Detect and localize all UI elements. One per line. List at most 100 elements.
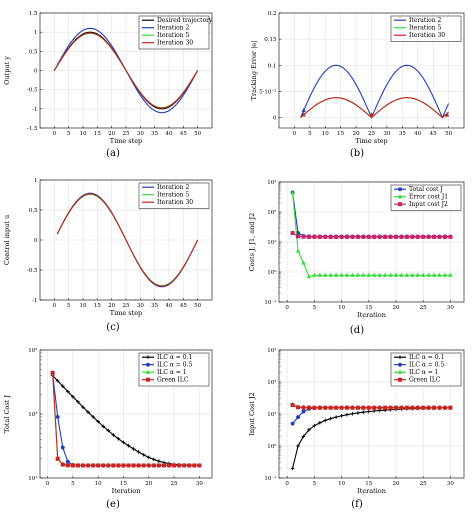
- series-group: [56, 192, 199, 288]
- x-tick-label: 50: [445, 131, 452, 137]
- data-point: [361, 234, 366, 239]
- x-tick-label: 25: [123, 303, 130, 309]
- y-axis-label: Costs J, J1, and J2: [248, 213, 256, 272]
- series-line-3: [56, 193, 199, 287]
- data-point: [301, 260, 306, 265]
- panel-caption: (c): [106, 322, 120, 333]
- x-axis-label: Iteration: [357, 487, 386, 495]
- data-point: [71, 394, 75, 399]
- data-point: [344, 272, 350, 277]
- y-tick-label: -1.5: [27, 126, 38, 132]
- y-tick-label: 0: [34, 238, 38, 244]
- chart-a: 0 5 10 15 20 25 30 35 40 45 50 -1.5 -1 -0.5 0 0.5 1 1.5 Ti…: [3, 11, 213, 159]
- data-point: [290, 421, 295, 426]
- data-point: [323, 418, 328, 423]
- x-tick-label: 45: [180, 131, 187, 137]
- x-axis-label: Time step: [110, 309, 142, 317]
- data-point: [382, 272, 388, 277]
- legend-marker: [397, 194, 403, 199]
- data-point: [334, 415, 338, 419]
- data-point: [350, 411, 355, 416]
- data-point: [350, 272, 355, 277]
- data-point: [437, 234, 442, 239]
- x-tick-label: 20: [392, 305, 399, 311]
- panel-caption: (f): [351, 499, 363, 510]
- legend-label: Iteration 2: [157, 25, 189, 32]
- data-point: [404, 272, 409, 277]
- data-point: [131, 447, 136, 451]
- data-point: [421, 405, 426, 410]
- x-tick-label: 0: [293, 131, 297, 137]
- panel-caption: (d): [350, 325, 364, 336]
- chart-c: 0 5 10 15 20 25 30 35 40 45 50 -1 -0.5 0 0.5 1 Time step…: [3, 178, 213, 333]
- data-point: [166, 463, 171, 468]
- y-tick-label: 10²: [267, 209, 276, 216]
- data-point: [65, 463, 70, 468]
- data-point: [442, 405, 447, 410]
- data-point: [355, 405, 360, 410]
- y-tick-label: 0: [273, 116, 277, 122]
- data-point: [372, 272, 377, 277]
- data-point: [317, 234, 322, 239]
- x-tick-label: 10: [338, 481, 345, 487]
- x-axis-label: Iteration: [112, 487, 141, 495]
- y-tick-label: 10⁻¹: [264, 475, 276, 482]
- data-point: [345, 405, 350, 410]
- data-point: [361, 405, 366, 410]
- data-point: [126, 443, 131, 448]
- x-tick-label: 45: [180, 303, 187, 309]
- y-axis-label: Total Cost J: [3, 395, 11, 433]
- x-tick-label: 0: [285, 481, 289, 487]
- legend-label: ILC α = 0.5: [409, 362, 444, 369]
- data-point: [356, 411, 360, 415]
- data-point: [290, 466, 295, 471]
- y-axis-label: Output y: [3, 56, 11, 85]
- x-axis-label: Time step: [355, 137, 387, 145]
- data-point: [426, 234, 431, 239]
- data-point: [152, 457, 156, 462]
- data-point: [111, 463, 116, 468]
- legend-box: [390, 184, 462, 211]
- y-tick-label: 0: [34, 69, 38, 75]
- x-tick-label: 15: [120, 481, 127, 487]
- data-point: [50, 370, 55, 375]
- series-group: [290, 401, 453, 471]
- x-tick-label: 5: [67, 303, 71, 309]
- data-point: [317, 272, 322, 277]
- x-tick-label: 5: [67, 131, 71, 137]
- legend-box: [138, 352, 210, 387]
- data-point: [426, 272, 431, 277]
- x-tick-label: 5: [308, 131, 312, 137]
- data-point: [312, 234, 317, 239]
- data-point: [383, 234, 388, 239]
- x-tick-label: 10: [80, 303, 87, 309]
- legend-label: Desired trajectory: [157, 17, 213, 24]
- x-tick-label: 10: [338, 305, 345, 311]
- y-tick-label: 0.5: [29, 208, 38, 214]
- x-tick-label: 35: [399, 131, 406, 137]
- x-tick-label: 50: [194, 131, 201, 137]
- legend-label: Error cost J1: [409, 194, 448, 201]
- chart-e: 0 5 10 15 20 25 30 10¹ 10² 10³ Iteration Total Cost…: [3, 347, 213, 510]
- data-point: [101, 424, 106, 429]
- x-axis-label: Iteration: [357, 311, 386, 319]
- data-point: [116, 436, 121, 441]
- data-point: [157, 459, 161, 464]
- data-point: [81, 405, 85, 409]
- y-tick-label: 0.1: [268, 63, 277, 69]
- x-tick-label: 40: [414, 131, 421, 137]
- data-point: [383, 405, 388, 410]
- data-point: [393, 234, 398, 239]
- legend-marker: [145, 377, 150, 382]
- legend-marker: [146, 355, 150, 359]
- x-tick-label: 10: [95, 481, 102, 487]
- y-tick-label: -0.5: [27, 88, 38, 94]
- data-point: [372, 234, 377, 239]
- data-point: [345, 412, 349, 417]
- data-point: [296, 405, 301, 410]
- x-tick-label: 30: [137, 131, 144, 137]
- y-tick-label: 10¹: [267, 239, 276, 246]
- y-tick-label: 10²: [28, 411, 37, 418]
- y-tick-label: -1: [32, 107, 37, 113]
